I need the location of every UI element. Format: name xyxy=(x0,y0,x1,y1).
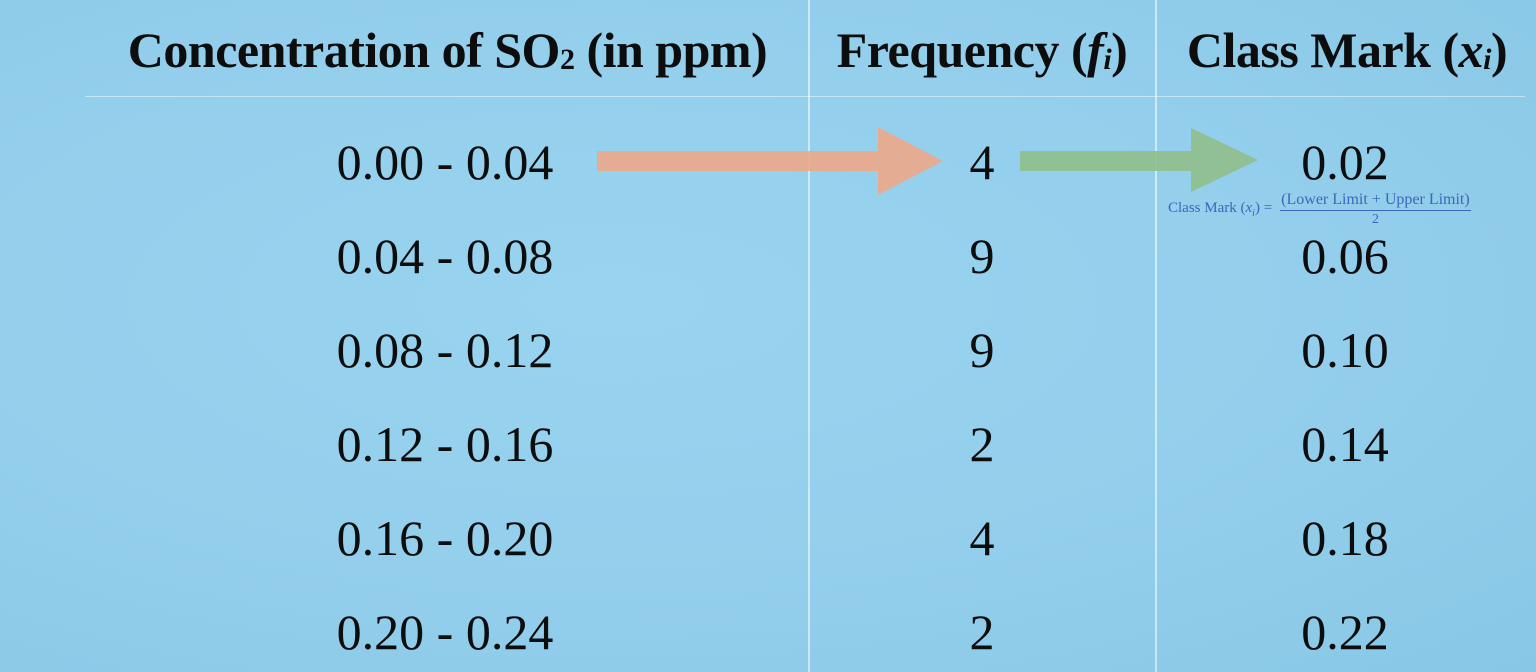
header-rule xyxy=(85,96,1525,97)
frequency-cell: 2 xyxy=(969,604,995,660)
formula-numerator: (Lower Limit + Upper Limit) xyxy=(1280,191,1471,211)
frequency-cell: 2 xyxy=(969,416,995,472)
interval-cell: 0.20 - 0.24 xyxy=(336,604,554,660)
header-frequency: Frequency (f i) xyxy=(836,22,1128,78)
interval-cell: 0.08 - 0.12 xyxy=(336,322,554,378)
interval-cell: 0.16 - 0.20 xyxy=(336,510,554,566)
frequency-cell: 4 xyxy=(969,510,995,566)
header-class-mark: Class Mark (x i) xyxy=(1186,22,1508,78)
column-divider-1 xyxy=(808,0,810,672)
class-mark-cell: 0.22 xyxy=(1301,604,1389,660)
interval-cell: 0.12 - 0.16 xyxy=(336,416,554,472)
arrow-interval-to-frequency-icon xyxy=(597,127,943,195)
class-mark-cell: 0.02 xyxy=(1301,134,1389,190)
class-mark-cell: 0.06 xyxy=(1301,228,1389,284)
class-mark-cell: 0.14 xyxy=(1301,416,1389,472)
class-mark-formula: Class Mark (xi) = (Lower Limit + Upper L… xyxy=(1168,186,1530,232)
frequency-cell: 9 xyxy=(969,322,995,378)
interval-cell: 0.04 - 0.08 xyxy=(336,228,554,284)
interval-cell: 0.00 - 0.04 xyxy=(336,134,554,190)
formula-denominator: 2 xyxy=(1371,211,1379,227)
class-mark-cell: 0.10 xyxy=(1301,322,1389,378)
frequency-cell: 4 xyxy=(969,134,995,190)
column-divider-2 xyxy=(1155,0,1157,672)
class-mark-cell: 0.18 xyxy=(1301,510,1389,566)
frequency-cell: 9 xyxy=(969,228,995,284)
formula-lhs: Class Mark (xi) = xyxy=(1168,199,1273,219)
arrow-frequency-to-class-mark-icon xyxy=(1020,128,1258,192)
formula-fraction: (Lower Limit + Upper Limit) 2 xyxy=(1280,191,1471,228)
header-concentration: Concentration of SO 2 (in ppm) xyxy=(127,22,768,78)
